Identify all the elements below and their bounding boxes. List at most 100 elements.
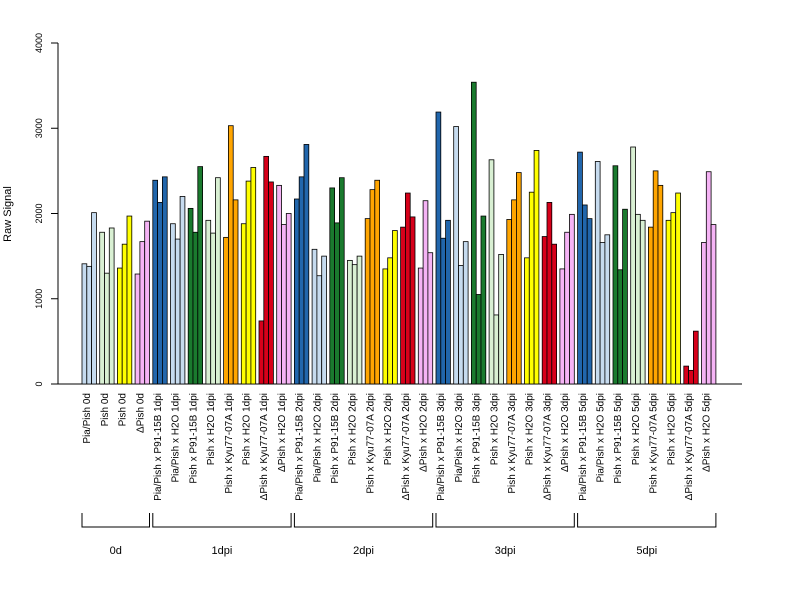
bar — [488, 159, 495, 385]
x-tick-label: Pish x P91-15B 2dpi — [330, 393, 341, 484]
x-tick-label: Pish 0d — [100, 393, 111, 426]
bar — [427, 252, 434, 385]
bar — [276, 184, 282, 385]
group-bracket — [81, 513, 150, 528]
x-tick-label: Pish x H2O 2dpi — [348, 393, 359, 465]
bar — [86, 265, 93, 385]
bar — [559, 268, 566, 385]
bar — [227, 125, 234, 385]
bar — [524, 257, 530, 385]
bar — [622, 208, 628, 385]
y-tick-label: 3000 — [34, 118, 44, 138]
bar — [422, 200, 429, 385]
bar — [470, 81, 477, 385]
bars — [81, 81, 717, 385]
bar — [374, 179, 380, 385]
bar — [126, 215, 133, 385]
x-tick-label: Pia/Pish x P91-15B 2dpi — [295, 393, 306, 501]
bar — [298, 176, 305, 385]
bar — [351, 264, 358, 385]
bar — [144, 220, 150, 385]
x-tick-label: ΔPish x Kyu77-07A 2dpi — [401, 393, 412, 500]
y-tick-label: 0 — [34, 381, 44, 386]
bar — [263, 155, 269, 385]
bar — [435, 111, 442, 385]
x-tick-label: ΔPish x H2O 5dpi — [702, 393, 713, 472]
x-tick-label: Pish x Kyu77-07A 3dpi — [507, 393, 518, 494]
bar — [157, 202, 163, 385]
bar — [458, 265, 464, 385]
bar — [675, 192, 681, 385]
bar — [245, 180, 252, 385]
x-tick-label: Pish x P91-15B 5dpi — [613, 393, 624, 484]
y-axis: 0 1000 2000 3000 4000 — [34, 33, 59, 387]
x-tick-label: Pia/Pish x H2O 2dpi — [312, 393, 323, 483]
bar — [586, 218, 593, 385]
bar — [480, 215, 487, 385]
x-tick-label: Pish x H2O 2dpi — [383, 393, 394, 465]
bar — [152, 179, 159, 385]
bar — [404, 192, 411, 385]
bar — [139, 241, 146, 385]
bar — [617, 269, 623, 385]
bar — [400, 226, 406, 385]
bar — [364, 218, 371, 385]
bar — [541, 236, 548, 385]
x-tick-label: Pia/Pish x P91-15B 5dpi — [578, 393, 589, 501]
x-tick-label: Pia/Pish x H2O 1dpi — [171, 393, 182, 483]
bar — [648, 226, 654, 385]
bar — [516, 172, 522, 385]
bar — [710, 224, 717, 385]
bar — [369, 189, 376, 385]
bar — [329, 187, 335, 385]
x-tick-label: Pish x P91-15B 1dpi — [188, 393, 199, 484]
bar — [134, 273, 141, 385]
bar — [551, 243, 557, 385]
bar — [197, 166, 204, 385]
bar — [108, 227, 115, 385]
bar — [604, 234, 611, 385]
bar — [205, 219, 212, 385]
bar — [409, 216, 416, 385]
bar — [511, 199, 517, 385]
y-axis-label: Raw Signal — [2, 186, 14, 242]
bar — [99, 231, 105, 385]
bar — [250, 167, 257, 385]
bar — [387, 257, 393, 385]
bar — [382, 268, 389, 385]
bar — [268, 181, 274, 385]
bar — [652, 170, 659, 385]
bar — [705, 171, 712, 385]
x-tick-label: Pia/Pish x H2O 3dpi — [454, 393, 465, 483]
bar — [179, 196, 186, 385]
bar — [577, 151, 583, 385]
x-tick-label: ΔPish 0d — [135, 393, 146, 433]
bar — [475, 294, 482, 385]
group-brackets: 0d 1dpi 2dpi 3dpi 5dpi — [81, 513, 717, 557]
y-tick-label: 1000 — [34, 289, 44, 309]
bar — [91, 212, 97, 385]
bar — [701, 242, 707, 385]
bar — [453, 126, 459, 385]
bar — [356, 255, 363, 385]
bar — [311, 248, 318, 385]
bar — [338, 177, 345, 385]
bar — [334, 222, 340, 385]
x-tick-label: Pish x H2O 3dpi — [489, 393, 500, 465]
group-bracket — [577, 513, 717, 528]
x-tick-label: ΔPish x H2O 2dpi — [419, 393, 430, 472]
bar — [493, 314, 500, 385]
x-tick-label: Pish x H2O 3dpi — [525, 393, 536, 465]
bar — [240, 223, 247, 385]
x-tick-label: ΔPish x Kyu77-07A 5dpi — [684, 393, 695, 500]
bar — [657, 184, 664, 385]
group-label: 5dpi — [636, 545, 657, 557]
bar — [293, 198, 300, 385]
bar — [594, 161, 601, 385]
bar — [258, 320, 265, 385]
bar — [417, 267, 424, 385]
bar — [569, 213, 575, 385]
y-tick-label: 2000 — [34, 203, 44, 223]
bar — [347, 259, 353, 385]
